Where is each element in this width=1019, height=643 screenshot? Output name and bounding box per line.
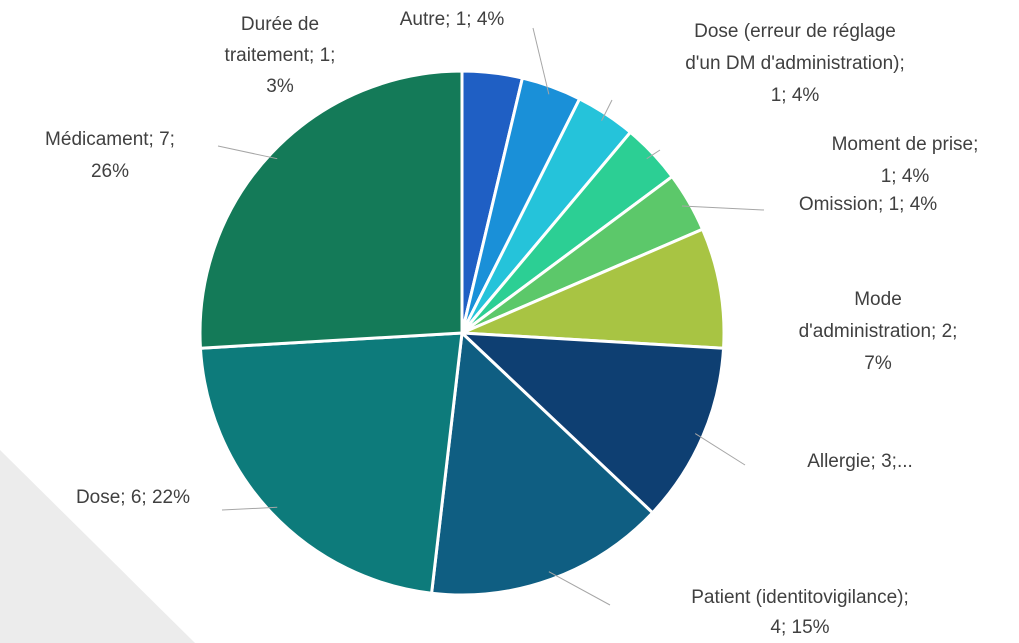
data-label: Omission; 1; 4%	[799, 194, 937, 215]
data-label: Dose (erreur de réglage d'un DM d'adminis…	[685, 21, 905, 106]
data-labels: Durée de traitement; 1; 3% Autre; 1; 4% Dose…	[45, 9, 978, 638]
data-label: Allergie; 3;...	[807, 451, 913, 472]
data-label: Médicament; 7; 26%	[45, 129, 175, 182]
background-band	[0, 450, 195, 643]
leader-line	[221, 506, 278, 511]
data-label: Autre; 1; 4%	[400, 9, 505, 30]
data-label: Dose; 6; 22%	[76, 487, 190, 508]
slice	[198, 331, 464, 595]
leader-line	[694, 433, 746, 466]
data-label: Patient (identitovigilance); 4; 15%	[691, 587, 909, 638]
pie	[198, 69, 726, 597]
leader-line	[646, 149, 661, 160]
leader-line	[548, 571, 611, 606]
leader-line	[681, 205, 765, 211]
slice	[198, 69, 464, 350]
data-label: Durée de traitement; 1; 3%	[225, 14, 336, 97]
data-label: Moment de prise; 1; 4%	[832, 134, 979, 187]
slice	[457, 331, 726, 515]
leader-line	[601, 99, 613, 122]
data-label: Mode d'administration; 2; 7%	[799, 289, 958, 374]
leader-line	[217, 145, 278, 160]
slice	[429, 329, 655, 597]
slice	[461, 227, 726, 350]
leader-line	[532, 27, 550, 95]
